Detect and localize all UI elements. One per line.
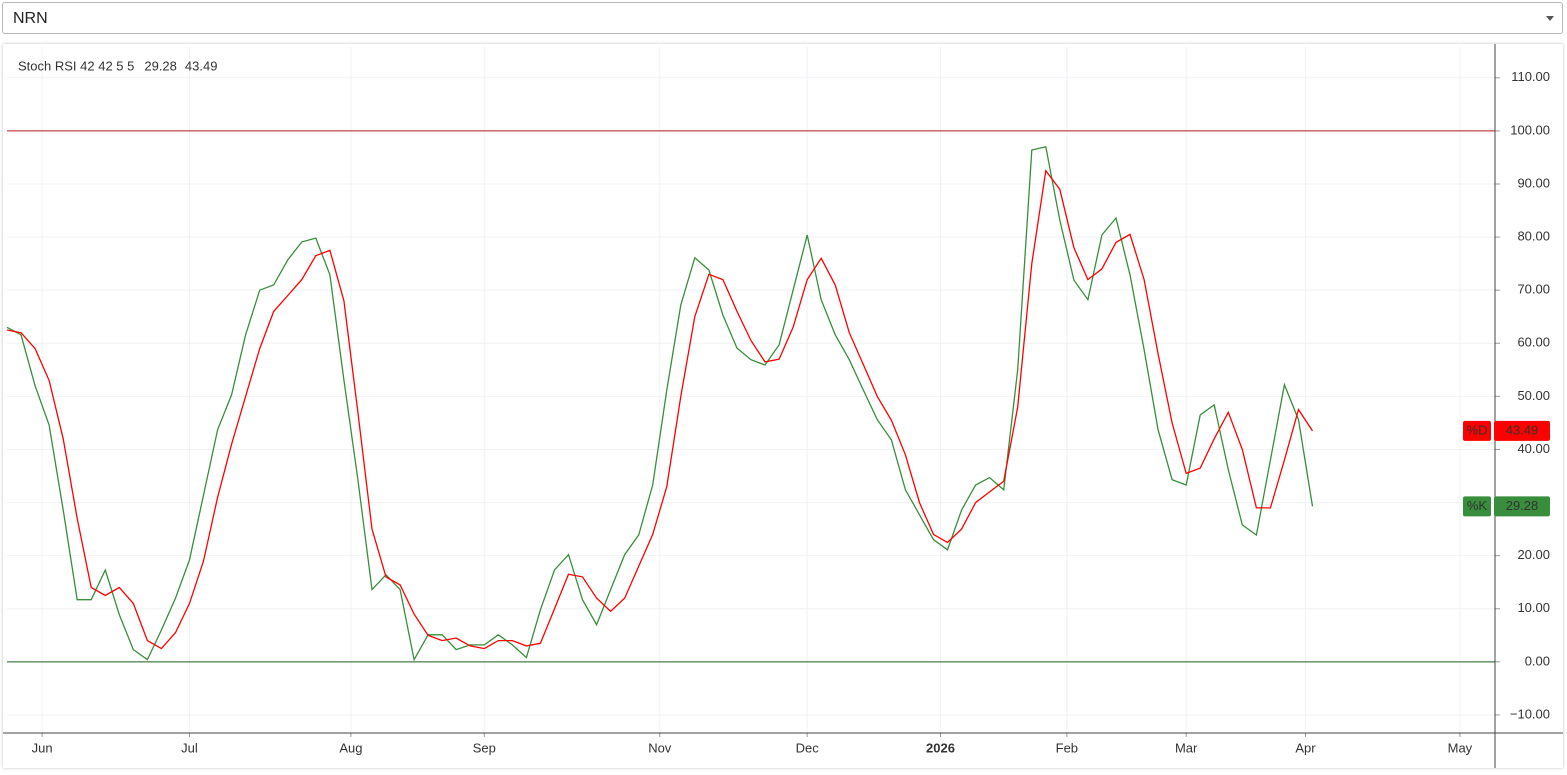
chart-panel: −10.000.0010.0020.0030.0040.0050.0060.00… <box>3 44 1563 768</box>
x-tick-label: Mar <box>1175 740 1198 755</box>
y-tick-label: 20.00 <box>1517 547 1550 562</box>
x-tick-label: May <box>1448 740 1473 755</box>
y-tick-label: 80.00 <box>1517 229 1550 244</box>
dropdown-arrow <box>1546 16 1554 21</box>
legend-value: 29.28 <box>144 58 177 73</box>
name-tag-label: %K <box>1467 498 1488 513</box>
x-tick-label: Jul <box>181 740 198 755</box>
y-tick-label: 50.00 <box>1517 388 1550 403</box>
y-tick-label: 0.00 <box>1525 653 1550 668</box>
x-tick-label: Apr <box>1295 740 1316 755</box>
value-tag-label: 43.49 <box>1506 422 1539 437</box>
y-tick-label: 90.00 <box>1517 175 1550 190</box>
value-tag <box>1494 420 1550 441</box>
symbol-select[interactable]: NRN <box>2 2 1563 34</box>
chart: −10.000.0010.0020.0030.0040.0050.0060.00… <box>3 44 1563 768</box>
value-tag <box>1494 496 1550 517</box>
x-tick-label: Dec <box>796 740 820 755</box>
x-tick-label: Nov <box>648 740 672 755</box>
y-tick-label: 40.00 <box>1517 441 1550 456</box>
y-tick-label: 70.00 <box>1517 282 1550 297</box>
y-tick-label: 100.00 <box>1510 122 1550 137</box>
symbol-value: NRN <box>13 10 48 27</box>
x-tick-label: Feb <box>1056 740 1078 755</box>
series-line <box>6 146 1314 662</box>
x-tick-label: Jun <box>32 740 53 755</box>
x-tick-label: Aug <box>339 740 362 755</box>
y-tick-label: 60.00 <box>1517 335 1550 350</box>
y-tick-label: 110.00 <box>1511 69 1550 84</box>
x-tick-label: 2026 <box>926 740 955 755</box>
name-tag <box>1463 496 1491 517</box>
value-tag-label: 29.28 <box>1506 498 1539 513</box>
indicator-title: Stoch RSI 42 42 5 5 <box>18 58 134 73</box>
name-tag <box>1463 420 1491 441</box>
name-tag-label: %D <box>1467 422 1488 437</box>
x-tick-label: Sep <box>473 740 496 755</box>
y-tick-label: −10.00 <box>1510 706 1550 721</box>
series-line <box>6 169 1314 650</box>
legend-value: 43.49 <box>185 58 218 73</box>
y-tick-label: 10.00 <box>1517 600 1550 615</box>
